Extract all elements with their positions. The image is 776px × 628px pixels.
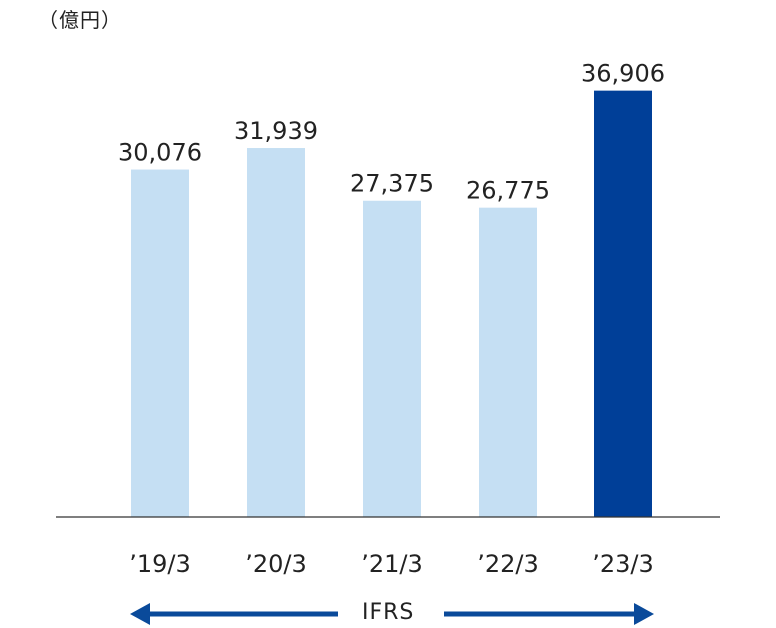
x-tick-label-0: ’19/3: [129, 550, 191, 578]
value-label-0: 30,076: [118, 139, 202, 167]
x-tick-label-2: ’21/3: [361, 550, 423, 578]
value-label-4: 36,906: [581, 60, 665, 88]
x-tick-label-3: ’22/3: [477, 550, 539, 578]
value-label-2: 27,375: [350, 170, 434, 198]
x-tick-label-1: ’20/3: [245, 550, 307, 578]
ifrs-arrow-left-head: [130, 603, 150, 625]
bar-1: [247, 148, 305, 517]
ifrs-label: IFRS: [362, 600, 415, 625]
unit-label: （億円）: [38, 8, 122, 32]
bar-3: [479, 207, 537, 517]
bar-2: [363, 200, 421, 517]
value-label-3: 26,775: [466, 177, 550, 205]
value-label-1: 31,939: [234, 117, 318, 145]
bar-4: [594, 90, 652, 517]
ifrs-arrow-right-head: [634, 603, 654, 625]
bar-0: [131, 169, 189, 518]
x-tick-label-4: ’23/3: [592, 550, 654, 578]
